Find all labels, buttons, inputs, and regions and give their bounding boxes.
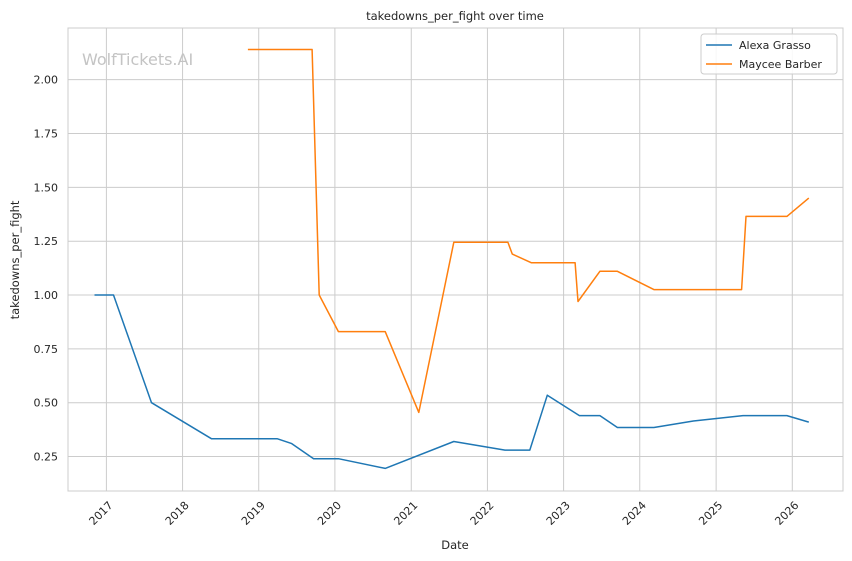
- data-point-alexa-grasso: [452, 440, 455, 443]
- y-tick-label: 0.25: [34, 451, 59, 464]
- y-tick-label: 0.50: [34, 397, 59, 410]
- data-point-alexa-grasso: [112, 294, 115, 297]
- data-point-maycee-barber: [598, 270, 601, 273]
- data-point-maycee-barber: [311, 48, 314, 51]
- data-point-maycee-barber: [785, 215, 788, 218]
- data-point-alexa-grasso: [598, 414, 601, 417]
- data-point-maycee-barber: [652, 288, 655, 291]
- legend-label-alexa-grasso: Alexa Grasso: [739, 39, 811, 52]
- y-tick-label: 1.75: [34, 128, 59, 141]
- data-point-alexa-grasso: [384, 467, 387, 470]
- watermark: WolfTickets.AI: [82, 50, 193, 69]
- data-point-alexa-grasso: [150, 401, 153, 404]
- legend-label-maycee-barber: Maycee Barber: [739, 58, 822, 71]
- data-point-maycee-barber: [576, 300, 579, 303]
- data-point-alexa-grasso: [312, 457, 315, 460]
- series-line-alexa-grasso: [94, 294, 810, 470]
- data-point-maycee-barber: [740, 288, 743, 291]
- y-tick-label: 1.25: [34, 235, 59, 248]
- data-point-alexa-grasso: [742, 414, 745, 417]
- y-tick-label: 1.00: [34, 289, 59, 302]
- data-point-maycee-barber: [530, 261, 533, 264]
- series-alexa-grasso: [93, 294, 810, 470]
- data-point-alexa-grasso: [692, 420, 695, 423]
- data-point-alexa-grasso: [93, 294, 96, 297]
- data-point-alexa-grasso: [210, 437, 213, 440]
- legend-box: [700, 33, 838, 75]
- chart-title: takedowns_per_fight over time: [366, 9, 544, 23]
- data-point-alexa-grasso: [578, 414, 581, 417]
- data-point-alexa-grasso: [546, 394, 549, 397]
- data-point-alexa-grasso: [528, 449, 531, 452]
- y-tick-label: 0.75: [34, 343, 59, 356]
- data-point-alexa-grasso: [290, 442, 293, 445]
- data-point-maycee-barber: [452, 241, 455, 244]
- data-point-maycee-barber: [574, 261, 577, 264]
- data-point-maycee-barber: [616, 270, 619, 273]
- y-tick-label: 1.50: [34, 181, 59, 194]
- data-point-maycee-barber: [511, 253, 514, 256]
- data-point-maycee-barber: [337, 330, 340, 333]
- data-point-alexa-grasso: [652, 426, 655, 429]
- data-point-alexa-grasso: [785, 414, 788, 417]
- data-point-maycee-barber: [744, 215, 747, 218]
- legend: Alexa Grasso Maycee Barber: [700, 33, 838, 75]
- data-point-maycee-barber: [807, 197, 810, 200]
- data-point-alexa-grasso: [503, 449, 506, 452]
- data-point-alexa-grasso: [337, 457, 340, 460]
- data-point-alexa-grasso: [807, 421, 810, 424]
- data-point-maycee-barber: [506, 241, 509, 244]
- data-point-maycee-barber: [318, 294, 321, 297]
- data-point-alexa-grasso: [616, 426, 619, 429]
- series-maycee-barber: [246, 48, 810, 414]
- series-line-maycee-barber: [247, 48, 810, 414]
- y-axis-label: takedowns_per_fight: [8, 200, 22, 319]
- data-point-maycee-barber: [417, 411, 420, 414]
- data-point-maycee-barber: [384, 330, 387, 333]
- grid-layer: [68, 28, 843, 491]
- y-tick-label: 2.00: [34, 74, 59, 87]
- data-point-alexa-grasso: [276, 437, 279, 440]
- x-axis-label: Date: [441, 538, 469, 552]
- series-layer: [93, 48, 810, 470]
- plot-frame: [67, 27, 844, 492]
- y-tick-labels: 0.25 0.50 0.75 1.00 1.25 1.50 1.75 2.00: [34, 74, 59, 464]
- data-point-maycee-barber: [246, 48, 249, 51]
